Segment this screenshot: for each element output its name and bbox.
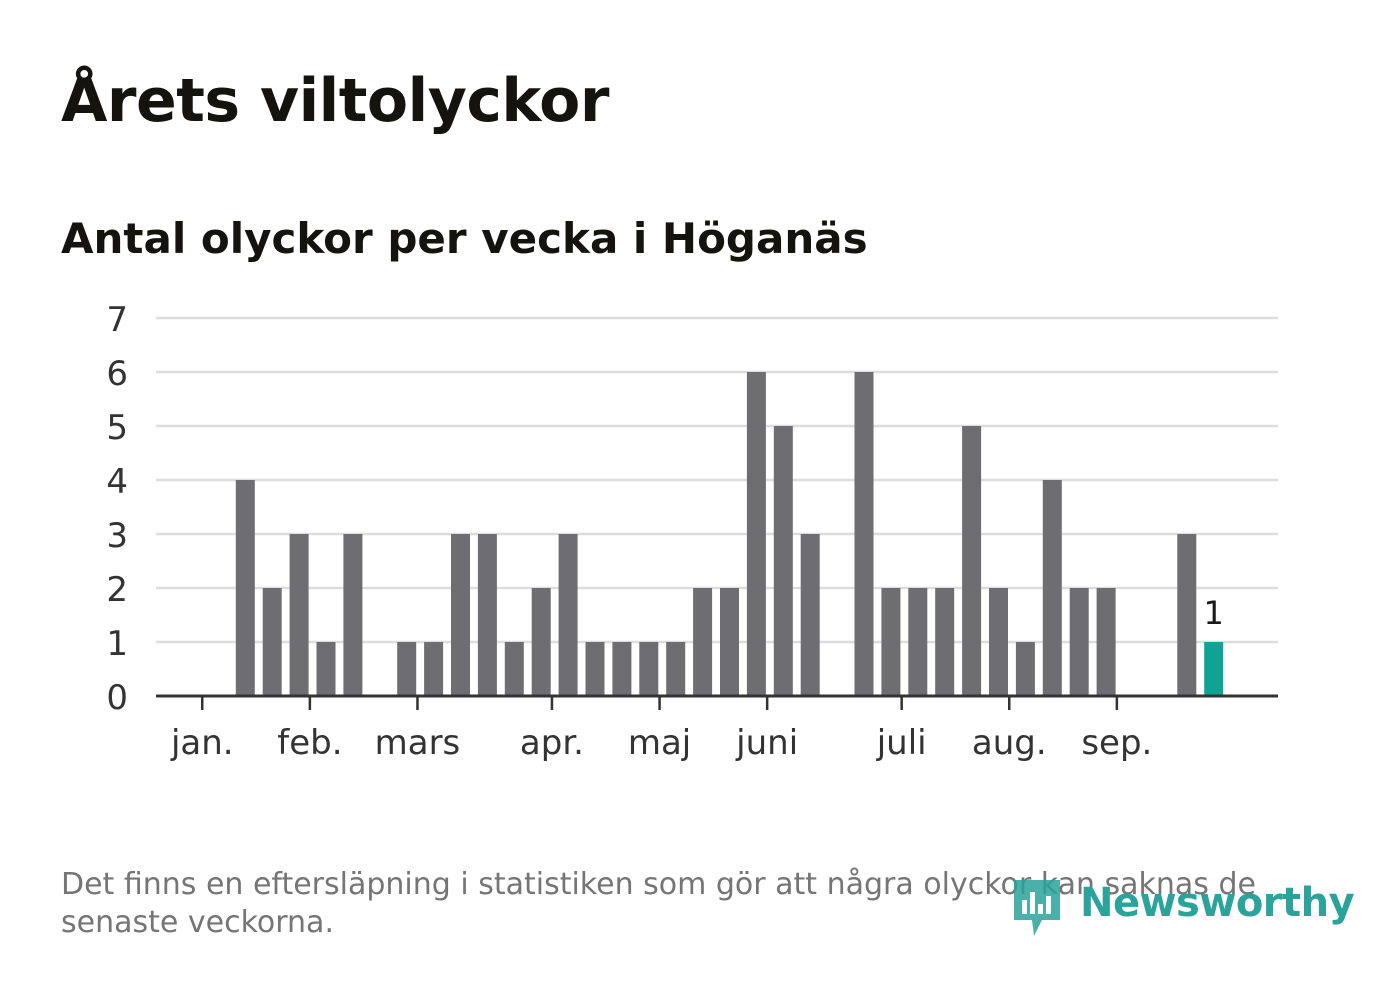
bar-week-27 — [881, 588, 901, 696]
y-tick-label-7: 7 — [106, 300, 128, 340]
bar-week-5 — [289, 534, 309, 696]
y-tick-label-1: 1 — [106, 624, 128, 664]
logo-text: Newsworthy — [1080, 880, 1355, 926]
last-value-label: 1 — [1204, 594, 1224, 632]
y-tick-label-2: 2 — [106, 570, 128, 610]
bar-week-28 — [908, 588, 928, 696]
bar-week-22 — [746, 372, 766, 696]
bar-week-14 — [531, 588, 551, 696]
bar-week-11 — [451, 534, 470, 696]
y-tick-label-3: 3 — [106, 516, 128, 556]
bar-week-38 — [1177, 534, 1197, 696]
bar-week-33 — [1042, 480, 1062, 696]
newsworthy-logo: Newsworthy — [1010, 874, 1355, 944]
x-tick-label-juni: juni — [735, 723, 798, 763]
bar-week-7 — [343, 534, 363, 696]
grid-lines — [156, 316, 1278, 644]
y-axis-ticks: 0 1 2 3 4 5 6 7 — [106, 300, 128, 718]
bar-week-4 — [262, 588, 282, 696]
bar-week-24 — [800, 534, 820, 696]
bar-week-34 — [1069, 588, 1089, 696]
x-tick-label-maj: maj — [628, 723, 691, 763]
x-tick-label-apr: apr. — [520, 723, 584, 763]
annotations: 1 — [1204, 594, 1224, 632]
bar-week-15 — [558, 534, 578, 696]
x-tick-label-juli: juli — [876, 723, 927, 763]
x-tick-label-aug: aug. — [972, 723, 1047, 763]
chart-title: Årets viltolyckor — [61, 66, 610, 136]
x-axis-labels: jan. feb. mars apr. maj juni juli aug. sep. — [170, 723, 1152, 763]
y-tick-label-6: 6 — [106, 354, 128, 394]
y-tick-label-5: 5 — [106, 408, 128, 448]
bar-week-6 — [316, 642, 336, 696]
bar-week-29 — [935, 588, 955, 696]
chart-subtitle: Antal olyckor per vecka i Höganäs — [61, 214, 868, 263]
x-tick-label-mars: mars — [375, 723, 461, 763]
bar-week-39 — [1204, 642, 1224, 696]
bar-week-19 — [666, 642, 686, 696]
newsworthy-logo-icon — [1014, 880, 1060, 936]
bar-week-26 — [854, 372, 874, 696]
x-tick-label-feb: feb. — [277, 723, 342, 763]
bar-week-12 — [477, 534, 497, 696]
x-tick-label-sep: sep. — [1081, 723, 1152, 763]
bar-week-13 — [504, 642, 524, 696]
bar-week-23 — [773, 426, 793, 696]
bar-week-3 — [235, 480, 255, 696]
x-axis — [156, 694, 1278, 710]
bar-week-21 — [720, 588, 739, 696]
y-tick-label-4: 4 — [106, 462, 128, 502]
x-tick-label-jan: jan. — [170, 723, 234, 763]
y-tick-label-0: 0 — [106, 678, 128, 718]
bar-week-35 — [1096, 588, 1116, 696]
bar-week-9 — [397, 642, 417, 696]
bar-week-20 — [693, 588, 713, 696]
bar-week-16 — [585, 642, 605, 696]
bars — [235, 372, 1224, 696]
bar-week-30 — [962, 426, 982, 696]
bar-week-18 — [639, 642, 659, 696]
bar-week-10 — [424, 642, 444, 696]
bar-week-17 — [612, 642, 632, 696]
bar-week-32 — [1015, 642, 1035, 696]
bar-week-31 — [989, 588, 1008, 696]
